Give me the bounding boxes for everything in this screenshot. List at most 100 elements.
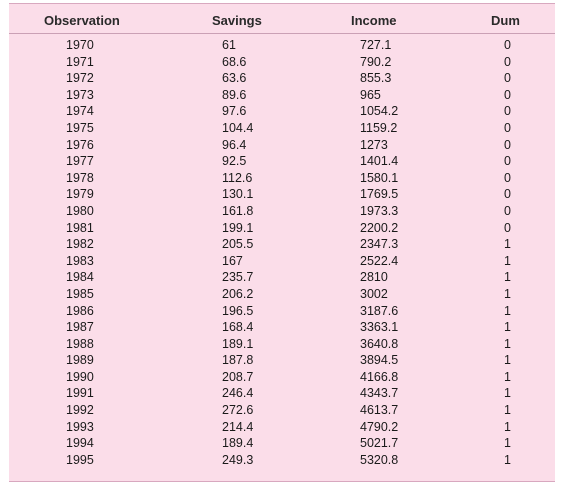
cell-observation: 1971 [66,54,94,69]
table-row: 1991 246.4 4343.7 1 [9,385,555,402]
cell-dum: 1 [504,320,511,335]
table-row: 1978 112.6 1580.1 0 [9,170,555,187]
table-row: 1982 205.5 2347.3 1 [9,236,555,253]
cell-savings: 161.8 [222,203,254,218]
cell-dum: 0 [504,87,511,102]
cell-income: 1580.1 [360,170,399,185]
cell-savings: 104.4 [222,120,254,135]
cell-income: 3187.6 [360,303,399,318]
cell-savings: 130.1 [222,187,254,202]
table-row: 1988 189.1 3640.8 1 [9,336,555,353]
cell-income: 855.3 [360,71,392,86]
cell-dum: 0 [504,203,511,218]
cell-income: 3640.8 [360,336,399,351]
table-row: 1992 272.6 4613.7 1 [9,402,555,419]
cell-observation: 1984 [66,270,94,285]
cell-dum: 1 [504,286,511,301]
cell-observation: 1972 [66,71,94,86]
cell-dum: 0 [504,170,511,185]
table-row: 1993 214.4 4790.2 1 [9,419,555,436]
cell-dum: 1 [504,369,511,384]
cell-dum: 1 [504,403,511,418]
cell-income: 2810 [360,270,388,285]
cell-savings: 189.4 [222,436,254,451]
cell-observation: 1990 [66,369,94,384]
cell-income: 965 [360,87,381,102]
cell-observation: 1994 [66,436,94,451]
cell-observation: 1989 [66,353,94,368]
data-table: Observation Savings Income Dum 1970 61 727… [9,3,555,482]
table-body: 1970 61 727.1 0 1971 68.6 790.2 0 1972 63.6 855.3 0… [9,37,555,468]
cell-observation: 1992 [66,403,94,418]
cell-dum: 1 [504,452,511,467]
table-row: 1984 235.7 2810 1 [9,269,555,286]
table-row: 1990 208.7 4166.8 1 [9,369,555,386]
cell-savings: 206.2 [222,286,254,301]
cell-dum: 0 [504,137,511,152]
cell-observation: 1993 [66,419,94,434]
cell-savings: 96.4 [222,137,247,152]
table-row: 1972 63.6 855.3 0 [9,70,555,87]
cell-savings: 89.6 [222,87,247,102]
cell-dum: 1 [504,303,511,318]
cell-dum: 0 [504,71,511,86]
cell-income: 790.2 [360,54,392,69]
table-row: 1989 187.8 3894.5 1 [9,352,555,369]
table-row: 1995 249.3 5320.8 1 [9,452,555,469]
cell-income: 4343.7 [360,386,399,401]
cell-savings: 112.6 [222,170,253,185]
cell-income: 1401.4 [360,154,399,169]
cell-dum: 1 [504,436,511,451]
cell-income: 1054.2 [360,104,399,119]
cell-income: 5021.7 [360,436,399,451]
cell-observation: 1977 [66,154,94,169]
table-row: 1976 96.4 1273 0 [9,137,555,154]
cell-dum: 0 [504,54,511,69]
cell-dum: 1 [504,253,511,268]
table-row: 1973 89.6 965 0 [9,87,555,104]
header-income: Income [351,13,397,28]
table-header: Observation Savings Income Dum [9,4,555,34]
cell-income: 4613.7 [360,403,399,418]
cell-observation: 1987 [66,320,94,335]
cell-income: 2200.2 [360,220,399,235]
table-row: 1977 92.5 1401.4 0 [9,153,555,170]
cell-savings: 189.1 [222,336,254,351]
cell-observation: 1986 [66,303,94,318]
table-row: 1980 161.8 1973.3 0 [9,203,555,220]
cell-observation: 1983 [66,253,94,268]
cell-observation: 1988 [66,336,94,351]
table-row: 1987 168.4 3363.1 1 [9,319,555,336]
cell-income: 3002 [360,286,388,301]
cell-savings: 249.3 [222,452,254,467]
table-row: 1975 104.4 1159.2 0 [9,120,555,137]
cell-income: 1159.2 [360,120,398,135]
cell-dum: 1 [504,353,511,368]
table-row: 1970 61 727.1 0 [9,37,555,54]
cell-dum: 0 [504,38,511,52]
cell-dum: 0 [504,187,511,202]
cell-observation: 1970 [66,38,94,52]
cell-observation: 1991 [66,386,94,401]
cell-observation: 1985 [66,286,94,301]
table-row: 1974 97.6 1054.2 0 [9,103,555,120]
cell-income: 4166.8 [360,369,399,384]
table-row: 1986 196.5 3187.6 1 [9,303,555,320]
cell-income: 3894.5 [360,353,399,368]
cell-dum: 1 [504,270,511,285]
cell-observation: 1974 [66,104,94,119]
cell-savings: 235.7 [222,270,254,285]
cell-savings: 97.6 [222,104,247,119]
cell-dum: 1 [504,336,511,351]
cell-observation: 1976 [66,137,94,152]
table-row: 1994 189.4 5021.7 1 [9,435,555,452]
cell-savings: 187.8 [222,353,254,368]
cell-dum: 1 [504,386,511,401]
cell-income: 1273 [360,137,388,152]
cell-income: 1769.5 [360,187,399,202]
header-savings: Savings [212,13,262,28]
cell-savings: 167 [222,253,243,268]
cell-income: 3363.1 [360,320,399,335]
cell-savings: 68.6 [222,54,247,69]
cell-savings: 92.5 [222,154,247,169]
